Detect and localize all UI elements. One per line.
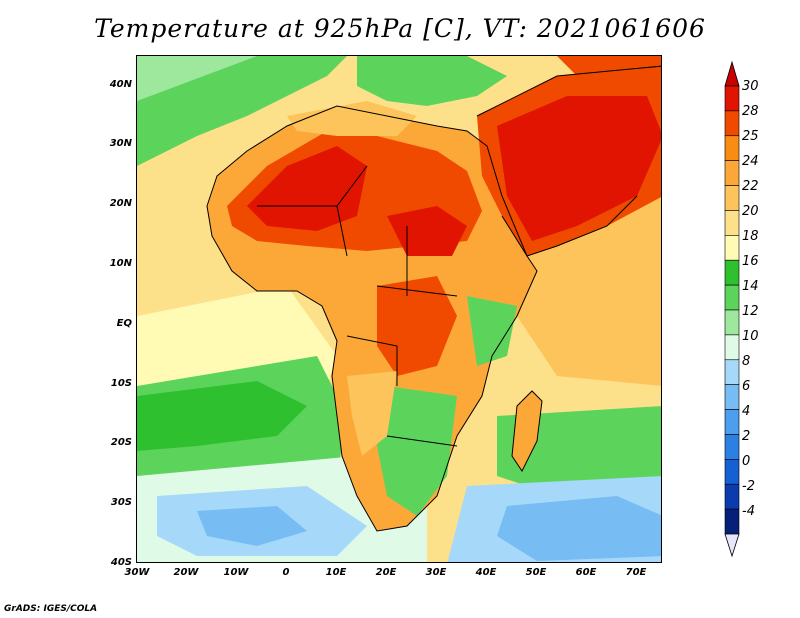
colorbar-label-30: 30: [742, 79, 759, 94]
colorbar-swatch: [724, 185, 740, 211]
colorbar-swatch: [724, 210, 740, 236]
colorbar-swatch: [724, 135, 740, 161]
colorbar-label-10: 10: [742, 329, 759, 344]
colorbar-swatch: [724, 284, 740, 311]
colorbar-label-22: 22: [742, 179, 759, 194]
colorbar-label-minus2: -2: [742, 479, 755, 494]
colorbar-label-25: 25: [742, 129, 759, 144]
north-atlantic-cool-field: [137, 56, 347, 166]
sahara-core-field: [247, 146, 367, 231]
lat-label-eq: EQ: [116, 318, 132, 329]
north-atlantic-cold-field: [137, 56, 257, 101]
colorbar-swatch: [724, 384, 740, 410]
madagascar: [512, 391, 542, 471]
lon-label-10e: 10E: [325, 567, 347, 578]
coastlines: [206, 65, 661, 532]
lat-label-10s: 10S: [110, 378, 132, 389]
lon-label-30w: 30W: [124, 567, 150, 578]
colorbar: [724, 60, 740, 558]
south-atlantic-dark-green-field: [137, 381, 307, 451]
colorbar-swatch: [724, 508, 740, 535]
lon-label-20w: 20W: [173, 567, 199, 578]
lat-label-40n: 40N: [109, 79, 132, 90]
colorbar-swatch: [724, 434, 740, 460]
lon-label-10w: 10W: [223, 567, 249, 578]
indian-ocean-blue-field: [497, 496, 661, 561]
colorbar-swatch: [724, 483, 740, 510]
temperature-map: [136, 55, 662, 563]
colorbar-top-arrow: [724, 60, 740, 87]
colorbar-label-6: 6: [742, 379, 751, 394]
footer-credit: GrADS: IGES/COLA: [4, 604, 98, 614]
colorbar-swatch: [724, 409, 740, 435]
colorbar-label-16: 16: [742, 254, 759, 269]
colorbar-label-4: 4: [742, 404, 751, 419]
colorbar-swatch: [724, 259, 740, 286]
colorbar-label-28: 28: [742, 104, 759, 119]
southern-africa-green-field: [377, 386, 457, 516]
colorbar-swatch: [724, 334, 740, 361]
lat-label-20s: 20S: [110, 437, 132, 448]
lat-label-20n: 20N: [109, 198, 132, 209]
colorbar-label-0: 0: [742, 454, 751, 469]
colorbar-label-8: 8: [742, 354, 751, 369]
colorbar-label-24: 24: [742, 154, 759, 169]
map-title: Temperature at 925hPa [C], VT: 202106160…: [94, 14, 706, 43]
colorbar-label-minus4: -4: [742, 504, 755, 519]
colorbar-label-12: 12: [742, 304, 759, 319]
colorbar-swatch: [724, 85, 740, 112]
colorbar-swatch: [724, 160, 740, 186]
med-field: [357, 56, 507, 106]
lon-label-70e: 70E: [625, 567, 647, 578]
lon-label-20e: 20E: [375, 567, 397, 578]
mediterranean-coast-warm-field: [287, 101, 417, 136]
arabia-core-field: [497, 96, 661, 241]
colorbar-swatch: [724, 459, 740, 485]
east-africa-green-field: [467, 296, 517, 366]
colorbar-swatch: [724, 110, 740, 137]
colorbar-label-14: 14: [742, 279, 759, 294]
lat-label-30n: 30N: [109, 138, 132, 149]
colorbar-swatch: [724, 235, 740, 261]
colorbar-swatch: [724, 359, 740, 385]
lon-label-0: 0: [282, 567, 290, 578]
colorbar-swatch: [724, 309, 740, 336]
southern-ocean-deep-field: [197, 506, 307, 546]
lon-label-60e: 60E: [575, 567, 597, 578]
colorbar-label-20: 20: [742, 204, 759, 219]
lat-label-30s: 30S: [110, 497, 132, 508]
colorbar-bottom-arrow: [724, 533, 740, 558]
lat-label-40s: 40S: [110, 557, 132, 568]
lon-label-40e: 40E: [475, 567, 497, 578]
colorbar-label-2: 2: [742, 429, 751, 444]
lon-label-50e: 50E: [525, 567, 547, 578]
southern-africa-warm-field: [347, 371, 397, 456]
lon-label-30e: 30E: [425, 567, 447, 578]
lat-label-10n: 10N: [109, 258, 132, 269]
colorbar-label-18: 18: [742, 229, 759, 244]
